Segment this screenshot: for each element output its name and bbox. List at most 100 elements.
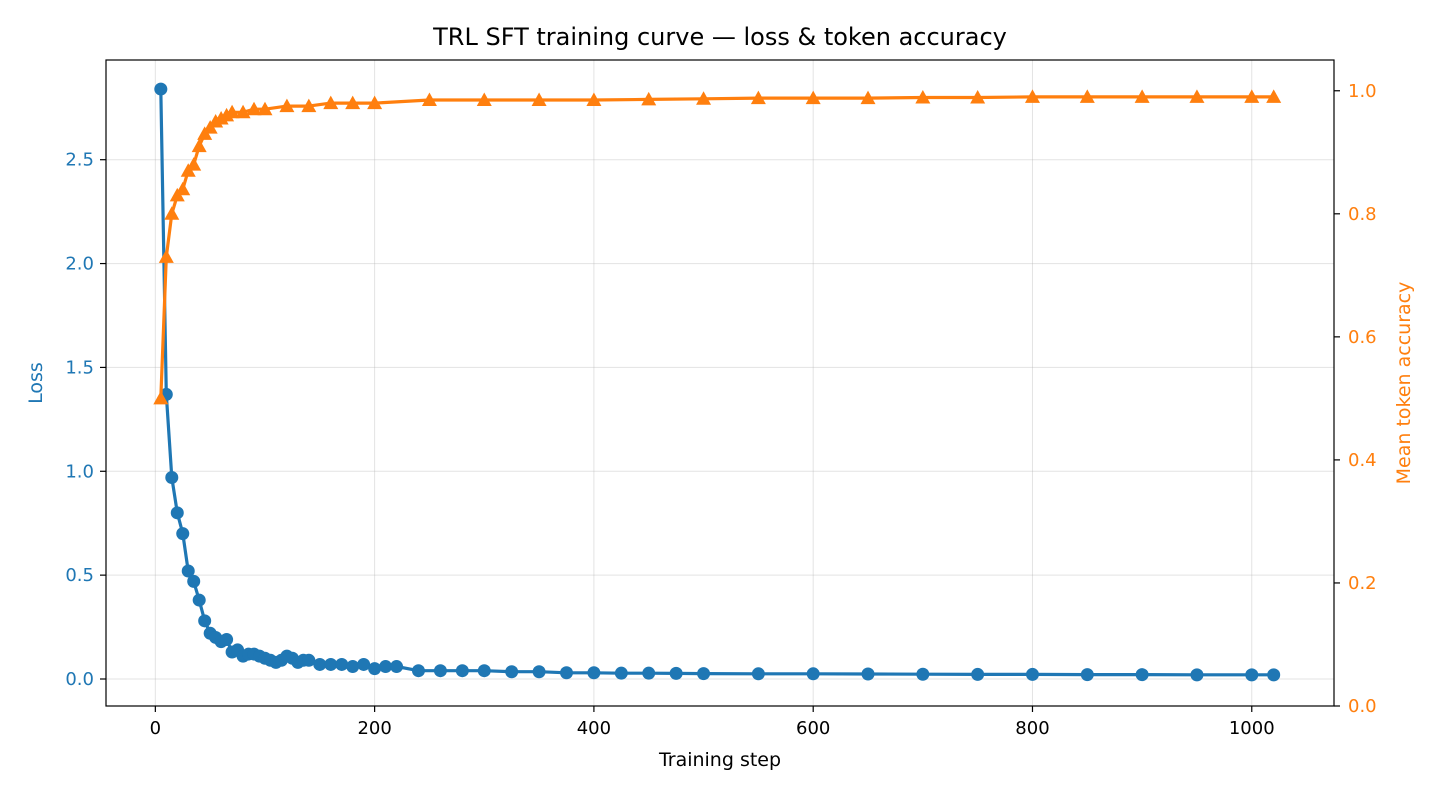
loss-point (220, 633, 234, 647)
accuracy-point (301, 98, 317, 113)
loss-point (1135, 668, 1149, 682)
loss-point (614, 666, 628, 680)
x-axis-label: Training step (658, 749, 781, 771)
loss-point (861, 667, 875, 681)
x-tick-label: 1000 (1229, 718, 1275, 739)
y-axis-left: 0.0 0.5 1.0 1.5 2.0 2.5 (65, 150, 106, 690)
loss-point (587, 666, 601, 680)
loss-series (154, 82, 1281, 682)
accuracy-point (1266, 89, 1282, 103)
loss-point (170, 506, 184, 520)
plot-frame (105, 59, 1335, 707)
x-tick-label: 200 (357, 718, 391, 739)
loss-point (1080, 668, 1094, 682)
y-left-tick-label: 0.0 (65, 669, 94, 690)
loss-point (560, 666, 573, 680)
loss-point (642, 666, 656, 680)
y-left-tick-label: 1.0 (65, 461, 94, 482)
accuracy-point (191, 138, 207, 153)
accuracy-point (246, 101, 262, 116)
loss-point (176, 527, 190, 541)
accuracy-point (641, 91, 657, 106)
loss-point (1190, 668, 1204, 682)
accuracy-point (279, 98, 295, 113)
y-left-tick-label: 1.5 (65, 357, 94, 378)
x-tick-label: 600 (796, 718, 830, 739)
loss-point (477, 664, 491, 678)
loss-point (669, 666, 683, 680)
loss-point (192, 593, 206, 607)
chart-title: TRL SFT training curve — loss & token ac… (432, 23, 1007, 51)
loss-point (751, 667, 765, 681)
accuracy-point (805, 90, 821, 105)
y-right-tick-label: 1.0 (1348, 81, 1377, 102)
loss-point (505, 665, 519, 679)
loss-point (411, 664, 425, 678)
loss-point (433, 664, 447, 678)
accuracy-point (186, 157, 202, 171)
accuracy-point (257, 101, 273, 116)
y-right-tick-label: 0.4 (1348, 450, 1377, 471)
accuracy-point (531, 92, 547, 106)
loss-point (806, 667, 820, 681)
loss-point (1025, 667, 1039, 681)
accuracy-point (345, 95, 361, 110)
y-left-tick-label: 2.5 (65, 150, 94, 171)
accuracy-point (860, 90, 876, 105)
accuracy-point (158, 249, 174, 263)
y-axis-left-label: Loss (25, 362, 47, 404)
accuracy-point (164, 206, 180, 220)
y-right-tick-label: 0.6 (1348, 327, 1377, 348)
accuracy-point (915, 90, 931, 104)
accuracy-point (586, 92, 602, 106)
loss-point (154, 82, 168, 96)
accuracy-point (476, 92, 492, 106)
x-tick-label: 0 (150, 718, 161, 739)
accuracy-point (367, 95, 383, 110)
y-left-tick-label: 0.5 (65, 565, 94, 586)
x-axis: 0 200 400 600 800 1000 (150, 706, 1275, 739)
loss-point (1245, 668, 1259, 682)
accuracy-point (1189, 89, 1205, 103)
accuracy-point (323, 95, 339, 110)
loss-point (357, 657, 371, 671)
y-left-tick-label: 2.0 (65, 254, 94, 275)
loss-point (313, 657, 327, 671)
y-right-tick-label: 0.2 (1348, 573, 1377, 594)
grid-lines (106, 60, 1334, 706)
loss-point (346, 660, 360, 674)
loss-point (971, 667, 985, 681)
loss-point (335, 657, 349, 671)
accuracy-point (175, 181, 191, 196)
accuracy-point (750, 90, 766, 105)
loss-point (302, 653, 316, 667)
loss-point (181, 564, 195, 578)
loss-point (324, 657, 338, 671)
accuracy-point (1079, 89, 1095, 103)
loss-point (697, 667, 711, 681)
loss-point (532, 665, 546, 679)
y-axis-right: 0.0 0.2 0.4 0.6 0.8 1.0 (1334, 81, 1377, 717)
y-right-tick-label: 0.8 (1348, 204, 1377, 225)
accuracy-point (1024, 89, 1040, 103)
loss-point (379, 660, 393, 674)
accuracy-point (696, 91, 712, 105)
loss-point (165, 471, 179, 485)
loss-point (916, 667, 930, 681)
loss-point (1267, 668, 1281, 682)
accuracy-point (970, 90, 986, 104)
y-axis-right-label: Mean token accuracy (1393, 282, 1415, 485)
accuracy-point (1244, 89, 1260, 103)
x-tick-label: 800 (1015, 718, 1049, 739)
accuracy-point (1134, 89, 1150, 103)
loss-point (187, 574, 201, 588)
accuracy-point (224, 104, 240, 119)
token-accuracy-series (153, 89, 1282, 405)
loss-point (198, 614, 212, 628)
loss-point (368, 662, 382, 676)
loss-point (390, 660, 404, 674)
loss-point (455, 664, 469, 678)
